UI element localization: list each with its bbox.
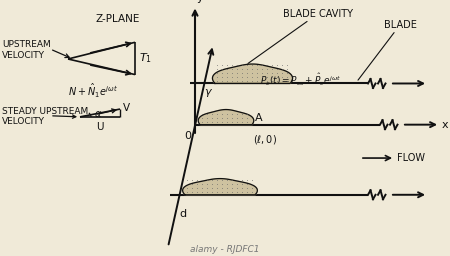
Text: alamy - RJDFC1: alamy - RJDFC1 [190, 245, 260, 254]
Text: BLADE CAVITY: BLADE CAVITY [248, 9, 353, 63]
Text: U: U [96, 122, 104, 132]
Text: 0: 0 [184, 131, 192, 141]
Text: VELOCITY: VELOCITY [2, 117, 45, 126]
Text: A: A [255, 113, 263, 123]
Text: Z-PLANE: Z-PLANE [96, 14, 140, 24]
Text: $\gamma$: $\gamma$ [204, 88, 214, 100]
Text: V: V [123, 103, 130, 113]
Text: $T_1$: $T_1$ [139, 51, 152, 65]
Polygon shape [212, 64, 292, 83]
Text: x: x [442, 120, 449, 130]
Text: $\alpha$: $\alpha$ [94, 109, 102, 119]
Text: STEADY UPSTREAM: STEADY UPSTREAM [2, 107, 88, 116]
Text: $(\ell, 0)$: $(\ell, 0)$ [253, 133, 277, 146]
Text: BLADE: BLADE [358, 20, 416, 80]
Polygon shape [183, 179, 257, 195]
Text: UPSTREAM
VELOCITY: UPSTREAM VELOCITY [2, 40, 51, 60]
Text: $N + \hat{N}_1 e^{j\omega t}$: $N + \hat{N}_1 e^{j\omega t}$ [68, 82, 118, 100]
Text: $P_c(t) = P_{cs} + \hat{P}_c e^{j\omega t}$: $P_c(t) = P_{cs} + \hat{P}_c e^{j\omega … [260, 72, 341, 88]
Text: FLOW: FLOW [397, 153, 425, 163]
Text: d: d [180, 209, 187, 219]
Text: y: y [197, 0, 203, 3]
Polygon shape [198, 110, 254, 125]
